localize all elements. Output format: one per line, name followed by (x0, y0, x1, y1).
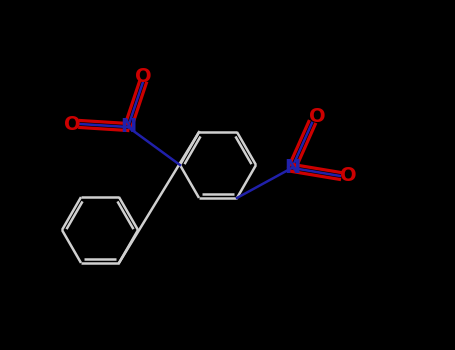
Text: O: O (340, 166, 356, 186)
Text: O: O (64, 114, 81, 133)
Text: N: N (284, 159, 300, 177)
Text: O: O (308, 107, 325, 126)
Text: N: N (120, 118, 136, 136)
Text: O: O (135, 66, 152, 85)
